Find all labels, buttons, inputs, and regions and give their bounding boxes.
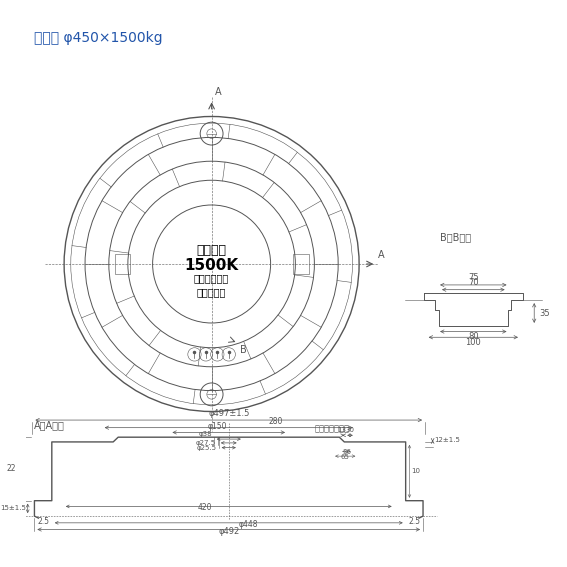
Text: 安全荷重: 安全荷重 [197,244,227,257]
Text: φ38: φ38 [198,431,212,437]
Text: 70: 70 [468,278,479,287]
Text: 80: 80 [468,332,479,341]
Text: 必ずロックを
して下さい: 必ずロックを して下さい [194,273,229,297]
Text: φ492: φ492 [218,527,239,536]
Text: 2.5: 2.5 [37,517,49,526]
Text: 10: 10 [412,468,420,475]
Text: φ448: φ448 [239,519,258,528]
Bar [294,255,308,273]
Text: 36: 36 [342,449,351,455]
Text: 35: 35 [539,308,549,318]
Text: 2.5: 2.5 [408,517,420,526]
Text: 22: 22 [7,464,16,473]
Bar [115,255,130,273]
Text: 280: 280 [269,417,284,426]
Text: 30: 30 [345,428,354,433]
Text: A: A [215,87,222,98]
Text: 1500K: 1500K [184,259,239,273]
Text: 100: 100 [466,338,481,347]
Text: φ27.5: φ27.5 [196,440,216,446]
Text: φ150: φ150 [207,422,227,431]
Text: 65: 65 [341,454,350,460]
Text: φ497±1.5: φ497±1.5 [208,409,249,418]
Text: A: A [378,250,385,260]
Text: 15±1.5: 15±1.5 [0,505,26,511]
Text: B－B断面: B－B断面 [440,232,471,242]
Text: 420: 420 [198,503,212,512]
Text: 13: 13 [337,428,346,433]
Text: B: B [240,345,247,355]
Text: φ25.5: φ25.5 [197,445,217,451]
Text: 口座表示マーク: 口座表示マーク [315,425,350,434]
Text: A－A断面: A－A断面 [33,421,65,430]
Text: 12±1.5: 12±1.5 [434,437,460,443]
Text: 75: 75 [468,273,479,282]
Text: アムズ φ450×1500kg: アムズ φ450×1500kg [33,31,162,45]
